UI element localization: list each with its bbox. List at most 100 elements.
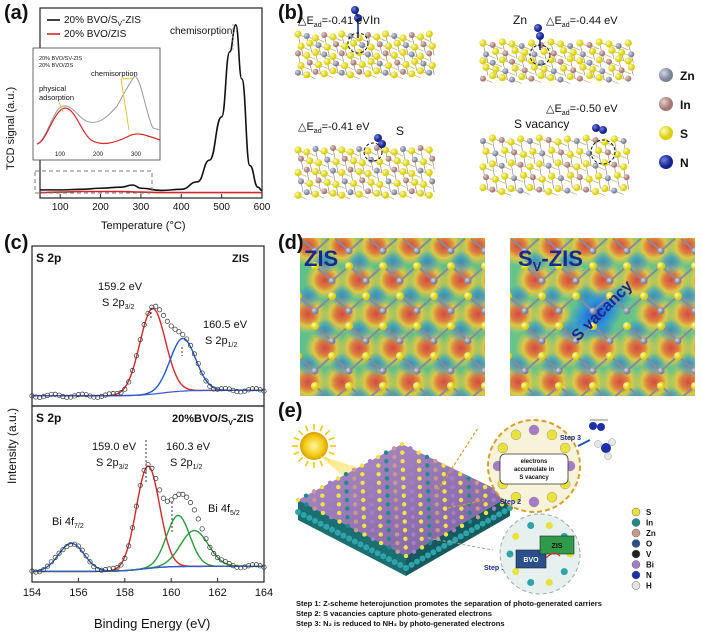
map-s-atom — [413, 322, 421, 330]
xps-data-point — [195, 516, 201, 522]
slab-atom — [403, 42, 409, 49]
tpd-x-axis-title: Temperature (°C) — [101, 220, 185, 232]
catalyst-atom — [335, 476, 341, 481]
xps-data-point — [137, 337, 143, 343]
catalyst-atom — [403, 553, 409, 559]
xps-data-point — [184, 336, 190, 342]
catalyst-atom — [370, 527, 375, 533]
catalyst-atom — [474, 480, 479, 485]
xps-data-point — [191, 507, 197, 513]
xps-data-point — [149, 465, 155, 471]
catalyst-atom — [419, 527, 424, 533]
tpd-x-tick-label: 400 — [173, 202, 190, 213]
catalyst-atom — [474, 489, 480, 494]
map-s-atom — [589, 382, 597, 390]
xps-data-point — [33, 394, 39, 400]
catalyst-atom — [427, 540, 433, 546]
slab-atom — [615, 43, 622, 49]
map-zis — [300, 238, 485, 396]
catalyst-atom — [384, 467, 389, 473]
catalyst-atom — [369, 502, 374, 507]
catalyst-atom — [401, 484, 406, 490]
slab-atom — [349, 179, 358, 187]
catalyst-atom — [418, 510, 423, 516]
xps-data-point — [149, 304, 155, 310]
slab-atom — [537, 72, 545, 80]
slab-atom — [346, 51, 355, 60]
xps-data-point — [180, 491, 186, 497]
map-metal-atom — [606, 337, 614, 345]
slab-atom — [338, 69, 345, 76]
slab-atom — [394, 59, 401, 66]
slab-atom — [547, 74, 555, 82]
slab-atom — [615, 73, 623, 81]
catalyst-atom — [482, 484, 488, 490]
slab-atom — [576, 174, 583, 181]
catalyst-atom — [435, 519, 440, 524]
map-metal-atom — [589, 367, 597, 375]
slab-atom — [368, 156, 374, 163]
slab-atom — [618, 67, 625, 74]
map-s-atom — [538, 292, 546, 300]
slab-atom — [599, 50, 606, 57]
slab-atom — [373, 33, 381, 41]
xps-data-point — [133, 353, 139, 359]
map-metal-atom — [606, 277, 614, 285]
catalyst-atom — [394, 523, 399, 529]
slab-atom — [539, 150, 546, 157]
tpd-y-axis-title: TCD signal (a.u.) — [5, 87, 17, 170]
slab-atom — [341, 62, 349, 70]
catalyst-atom — [361, 506, 366, 511]
map-s-atom — [345, 382, 353, 390]
slab-atom — [365, 188, 371, 195]
slab-atom — [527, 39, 536, 47]
panel-label-e: (e) — [278, 400, 303, 422]
xps-data-point — [249, 386, 255, 392]
slab-atom — [569, 48, 577, 57]
slab-atom — [595, 56, 603, 64]
map-metal-atom — [311, 247, 319, 255]
tpd-legend-zis: 20% BVO/ZIS — [64, 29, 127, 40]
slab-atom — [402, 159, 410, 167]
catalyst-atom — [392, 454, 397, 460]
tpd-legend-sv: 20% BVO/SV-ZIS — [64, 15, 141, 28]
map-metal-atom — [379, 247, 387, 255]
catalyst-atom — [337, 519, 342, 524]
catalyst-atom — [450, 502, 456, 507]
slab-atom — [321, 188, 328, 195]
catalyst-atom — [435, 527, 440, 533]
slab-atom — [511, 46, 519, 55]
legend-label: Zn — [646, 529, 656, 538]
inset-chemisorption-label: chemisorption — [91, 69, 138, 78]
slab-atom — [399, 168, 407, 176]
catalyst-atom — [458, 497, 464, 503]
catalyst-atom — [312, 497, 317, 503]
slab-atom — [517, 187, 524, 194]
slab-atom — [355, 34, 363, 42]
xps-data-point — [129, 525, 136, 531]
charge-density-maps: ZIS SV-ZIS S vacancy — [300, 238, 695, 396]
panel-c: (c) 154 156 158 160 162 164 S 2p ZIS 159.2 eV… — [0, 232, 278, 632]
map-metal-atom — [572, 277, 580, 285]
slab-atom — [399, 34, 407, 42]
map-s-atom — [379, 382, 387, 390]
slab-atom — [330, 145, 336, 151]
catalyst-atom — [417, 467, 422, 473]
slab-atom — [306, 39, 314, 47]
tpd-x-tick-label: 100 — [52, 202, 69, 213]
xps-component-curve — [32, 529, 264, 573]
map-metal-atom — [589, 307, 597, 315]
catalyst-atom — [361, 523, 367, 529]
slab-atom — [298, 178, 304, 185]
slab-atom — [426, 69, 433, 76]
element-legend: Zn In S N — [659, 68, 695, 170]
slab-atom — [518, 43, 525, 49]
xps-data-point — [141, 467, 147, 473]
xps-data-point — [95, 566, 101, 573]
slab-atom — [294, 191, 302, 199]
slab-atom — [349, 157, 358, 165]
slab-atom — [511, 149, 518, 156]
xps-data-point — [153, 475, 159, 482]
xps-data-point — [145, 310, 151, 316]
map-s-atom — [572, 352, 580, 360]
